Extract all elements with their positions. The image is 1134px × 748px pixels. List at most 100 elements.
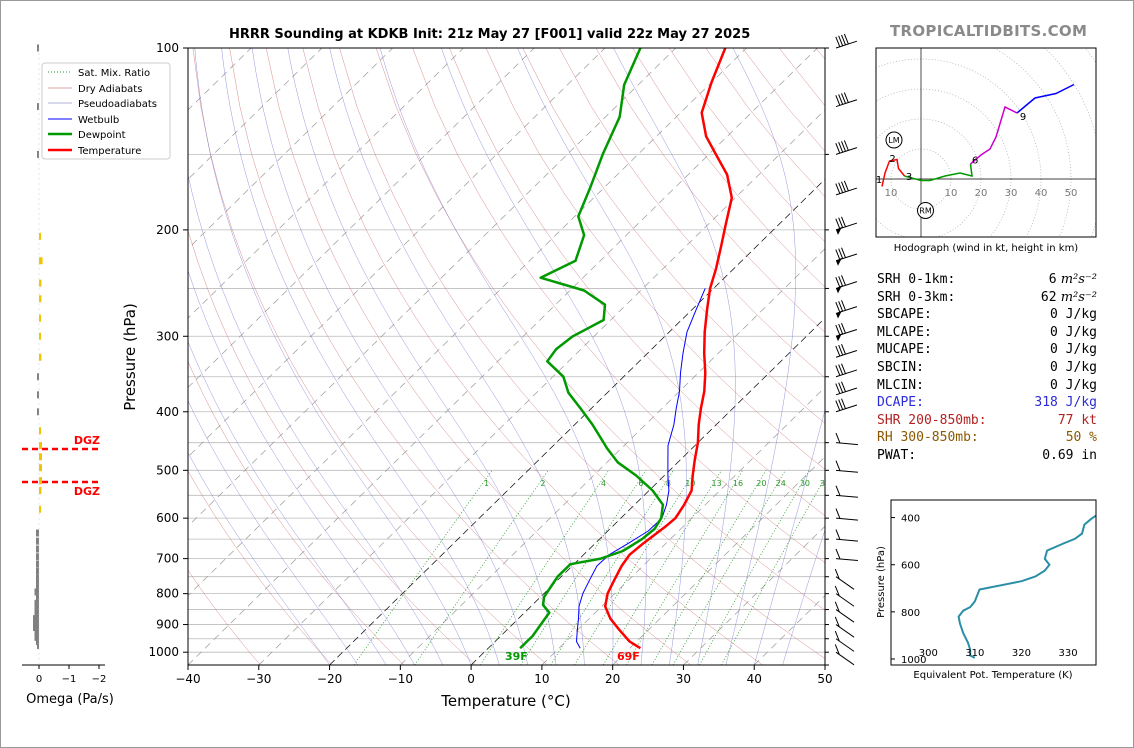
wind-barb bbox=[835, 363, 858, 378]
wind-barb bbox=[835, 344, 858, 358]
omega-ticks: 0 −1 −2 bbox=[36, 665, 107, 685]
barb-feather bbox=[835, 249, 841, 260]
index-label: SHR 200-850mb: bbox=[877, 412, 987, 428]
index-row: DCAPE: 318 J/kg bbox=[877, 395, 1097, 413]
x-tick-label: 10 bbox=[534, 672, 549, 686]
omega-bar bbox=[36, 529, 39, 537]
x-tick-label: −10 bbox=[388, 672, 413, 686]
theta-e-y-tick-label: 400 bbox=[901, 514, 920, 525]
isotherm bbox=[188, 48, 464, 319]
barb-feather bbox=[835, 36, 841, 47]
index-value: 0.69 in bbox=[1042, 447, 1097, 463]
x-tick-label: 30 bbox=[676, 672, 691, 686]
barb-feather bbox=[838, 399, 844, 410]
wind-barbs bbox=[834, 33, 858, 666]
mixing-ratio-line bbox=[651, 470, 767, 665]
y-tick-label: 500 bbox=[156, 463, 179, 477]
omega-bar bbox=[37, 408, 39, 416]
dgz-bottom-label: DGZ bbox=[74, 485, 100, 498]
mixing-ratio-line bbox=[520, 470, 647, 665]
mixing-ratio-line bbox=[479, 470, 610, 665]
wind-barb bbox=[834, 644, 855, 666]
hodo-ring-label: 10 bbox=[885, 188, 898, 199]
barb-feather bbox=[835, 345, 841, 357]
mixing-ratio-line bbox=[672, 470, 786, 665]
index-row: MLCIN: 0 J/kg bbox=[877, 378, 1097, 396]
dry-adiabat bbox=[188, 569, 261, 665]
y-tick-label: 200 bbox=[156, 223, 179, 237]
barb-feather bbox=[838, 94, 844, 105]
barb-feather bbox=[834, 616, 840, 628]
wind-barb bbox=[835, 381, 858, 396]
wind-barb bbox=[835, 300, 858, 319]
omega-bar bbox=[33, 619, 39, 627]
barb-feather bbox=[841, 398, 846, 409]
theta-e-box bbox=[890, 499, 1097, 666]
dry-adiabat bbox=[188, 470, 333, 665]
barb-flag bbox=[836, 310, 842, 319]
index-label: MUCAPE: bbox=[877, 342, 932, 358]
index-label: RH 300-850mb: bbox=[877, 430, 979, 446]
mixing-ratio-label: 20 bbox=[756, 479, 766, 488]
omega-bar bbox=[36, 637, 39, 645]
barb-feather bbox=[843, 33, 849, 45]
omega-bar bbox=[36, 537, 39, 545]
isotherm bbox=[400, 248, 825, 665]
barb-feather bbox=[835, 485, 841, 496]
barb-feather bbox=[835, 365, 841, 376]
mixing-ratio-line bbox=[602, 470, 722, 665]
index-row: SRH 0-1km: 6 m²s⁻² bbox=[877, 272, 1097, 290]
omega-bar bbox=[37, 373, 39, 381]
barb-feather bbox=[834, 630, 840, 642]
y-tick-label: 700 bbox=[156, 552, 179, 566]
theta-e-x-label: Equivalent Pot. Temperature (K) bbox=[913, 670, 1072, 681]
moist-adiabat bbox=[725, 48, 796, 665]
hodograph-rings: 10 10 20 30 40 50 bbox=[876, 48, 1096, 237]
isotherm bbox=[683, 525, 825, 665]
index-value: 0 J/kg bbox=[1050, 359, 1097, 375]
theta-e-line bbox=[957, 514, 1096, 659]
index-label: PWAT: bbox=[877, 447, 917, 463]
omega-bar bbox=[37, 642, 39, 650]
moist-adiabat bbox=[188, 340, 387, 665]
theta-e-panel: 300 310 320 330 400 600 800 1000 Equivalent Pot… bbox=[876, 499, 1097, 681]
omega-bar bbox=[37, 150, 39, 158]
right-mover-marker bbox=[917, 202, 934, 219]
isotherm bbox=[612, 456, 825, 665]
barb-feather bbox=[835, 400, 841, 411]
skewt-profiles: 1 2 4 6 8 10 13 16 20 24 30 36 bbox=[484, 48, 825, 650]
barb-feather bbox=[834, 585, 840, 597]
index-label: SRH 0-1km: bbox=[877, 272, 956, 287]
y-tick-label: 900 bbox=[156, 618, 179, 632]
dry-adiabat bbox=[192, 48, 548, 665]
moist-adiabat bbox=[221, 48, 500, 665]
index-row: SBCIN: 0 J/kg bbox=[877, 360, 1097, 378]
y-tick-label: 1000 bbox=[148, 645, 179, 659]
wind-barb bbox=[835, 485, 858, 498]
y-tick-label: 300 bbox=[156, 329, 179, 343]
barb-feather bbox=[835, 460, 841, 471]
barb-feather bbox=[843, 180, 849, 192]
theta-e-x-tick-label: 310 bbox=[965, 648, 984, 659]
y-tick-label: 800 bbox=[156, 587, 179, 601]
barb-shaft bbox=[835, 469, 858, 473]
omega-bar bbox=[37, 391, 39, 399]
legend-item: Pseudoadiabats bbox=[78, 99, 157, 110]
left-mover-marker-label: LM bbox=[888, 136, 899, 145]
dry-adiabat bbox=[229, 48, 620, 665]
index-value: 62 m²s⁻² bbox=[1040, 289, 1097, 305]
dry-adiabat bbox=[595, 48, 825, 333]
dry-adiabat bbox=[339, 48, 825, 659]
legend: Sat. Mix. Ratio Dry Adiabats Pseudoadiab… bbox=[41, 62, 171, 160]
right-mover-marker-label: RM bbox=[919, 207, 932, 216]
omega-tick-label: −2 bbox=[92, 674, 107, 685]
omega-bar bbox=[36, 581, 39, 589]
isotherm bbox=[258, 109, 825, 665]
barb-feather bbox=[835, 548, 841, 560]
barb-feather bbox=[841, 275, 846, 286]
barb-feather bbox=[835, 95, 841, 106]
sounding-indices: SRH 0-1km: 6 m²s⁻² SRH 0-3km: 62 m²s⁻² SBCAP… bbox=[877, 272, 1097, 466]
wind-barb bbox=[835, 216, 858, 235]
hodo-segment bbox=[970, 105, 1018, 165]
index-label: DCAPE: bbox=[877, 395, 924, 411]
